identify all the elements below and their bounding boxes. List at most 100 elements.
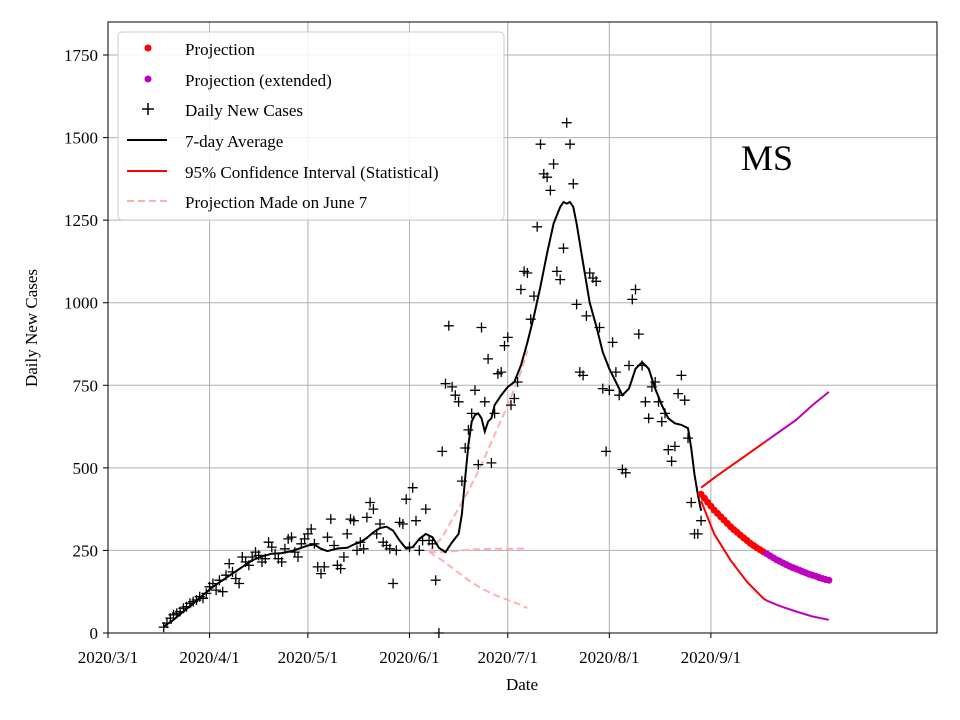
daily-case-marker	[473, 459, 484, 470]
legend-marker-projection	[144, 44, 152, 52]
daily-case-marker	[453, 396, 464, 407]
daily-case-marker	[578, 370, 589, 381]
daily-case-marker	[683, 433, 693, 444]
daily-case-marker	[266, 542, 277, 553]
series	[158, 117, 833, 638]
x-tick-label: 2020/6/1	[379, 648, 439, 667]
daily-case-marker	[217, 586, 228, 597]
daily-case-marker	[676, 370, 687, 381]
daily-case-marker	[502, 332, 513, 343]
legend-marker-projection-extended	[144, 75, 152, 83]
y-tick-label: 1250	[64, 211, 98, 230]
daily-case-marker	[420, 504, 431, 515]
daily-case-marker	[450, 390, 461, 401]
daily-case-marker	[686, 497, 697, 508]
daily-case-marker	[361, 512, 372, 523]
daily-case-marker	[561, 117, 572, 128]
daily-case-marker	[348, 515, 359, 526]
daily-case-marker	[365, 497, 376, 508]
daily-case-marker	[479, 396, 490, 407]
daily-case-marker	[463, 424, 474, 435]
daily-case-marker	[633, 329, 644, 340]
daily-case-marker	[696, 515, 707, 526]
x-tick-label: 2020/3/1	[78, 648, 138, 667]
daily-case-marker	[319, 561, 330, 572]
state-label: MS	[741, 138, 793, 178]
daily-case-marker	[624, 360, 634, 371]
daily-case-marker	[558, 243, 569, 254]
daily-case-marker	[411, 515, 421, 526]
daily-case-marker	[627, 294, 638, 305]
daily-case-marker	[489, 408, 500, 419]
x-tick-label: 2020/9/1	[681, 648, 741, 667]
x-tick-label: 2020/4/1	[179, 648, 239, 667]
daily-case-marker	[234, 578, 245, 589]
daily-case-marker	[548, 159, 559, 169]
daily-case-marker	[509, 393, 520, 404]
daily-case-marker	[342, 528, 353, 539]
daily-case-marker	[610, 367, 621, 378]
daily-case-marker	[401, 494, 412, 505]
daily-case-marker	[620, 467, 631, 478]
daily-case-marker	[483, 353, 494, 364]
daily-case-marker	[571, 299, 582, 310]
y-tick-label: 0	[90, 624, 99, 643]
daily-case-marker	[535, 139, 546, 150]
y-tick-label: 250	[73, 541, 99, 560]
axis-ticks: 2020/3/1 2020/4/1 2020/5/1 2020/6/1 2020/7/1…	[64, 46, 741, 667]
daily-case-marker	[601, 446, 612, 457]
daily-case-marker	[568, 178, 579, 189]
y-tick-label: 1750	[64, 46, 98, 65]
daily-case-marker	[358, 543, 369, 554]
daily-case-marker	[322, 532, 333, 543]
daily-case-marker	[673, 388, 684, 399]
legend-label-daily: Daily New Cases	[185, 101, 303, 120]
daily-case-marker	[391, 545, 402, 556]
daily-case-marker	[692, 528, 703, 539]
daily-case-marker	[515, 284, 526, 295]
plot-frame	[107, 21, 938, 634]
projection-extended-point	[825, 576, 833, 584]
ci-lower-line	[700, 500, 768, 602]
daily-case-marker	[316, 568, 326, 579]
daily-case-marker	[211, 585, 222, 596]
daily-case-marker	[506, 400, 516, 411]
daily-case-marker	[293, 552, 303, 562]
daily-case-marker	[486, 457, 497, 468]
daily-case-marker	[496, 367, 507, 378]
legend-label-june7: Projection Made on June 7	[185, 193, 368, 212]
y-tick-label: 500	[73, 459, 99, 478]
y-tick-label: 1500	[64, 129, 98, 148]
daily-case-marker	[581, 310, 592, 321]
daily-case-marker	[640, 396, 651, 407]
ci-upper-extended-line	[766, 391, 830, 442]
daily-case-marker	[286, 532, 297, 543]
y-tick-label: 1000	[64, 294, 98, 313]
daily-case-marker	[447, 381, 458, 392]
daily-case-marker	[306, 524, 317, 534]
daily-case-marker	[276, 557, 287, 567]
daily-case-marker	[522, 268, 533, 278]
daily-case-marker	[565, 139, 575, 150]
legend-label-projection: Projection	[185, 40, 255, 59]
daily-case-marker	[499, 340, 510, 351]
daily-case-marker	[607, 337, 618, 348]
daily-case-marker	[669, 441, 680, 452]
daily-case-marker	[591, 276, 602, 287]
daily-case-marker	[430, 575, 441, 586]
daily-case-marker	[224, 558, 235, 569]
legend: Projection Projection (extended) Daily N…	[117, 31, 505, 221]
legend-label-avg: 7-day Average	[185, 132, 283, 151]
x-tick-label: 2020/5/1	[278, 648, 338, 667]
daily-case-marker	[666, 456, 677, 467]
daily-case-marker	[352, 545, 362, 556]
daily-case-marker	[335, 563, 346, 574]
y-axis-label: Daily New Cases	[22, 269, 41, 387]
legend-box	[117, 31, 505, 221]
daily-case-marker	[650, 377, 661, 387]
daily-case-marker	[443, 320, 454, 331]
daily-case-marker	[555, 274, 566, 285]
daily-case-marker	[604, 385, 615, 396]
legend-marker-daily	[142, 103, 154, 115]
